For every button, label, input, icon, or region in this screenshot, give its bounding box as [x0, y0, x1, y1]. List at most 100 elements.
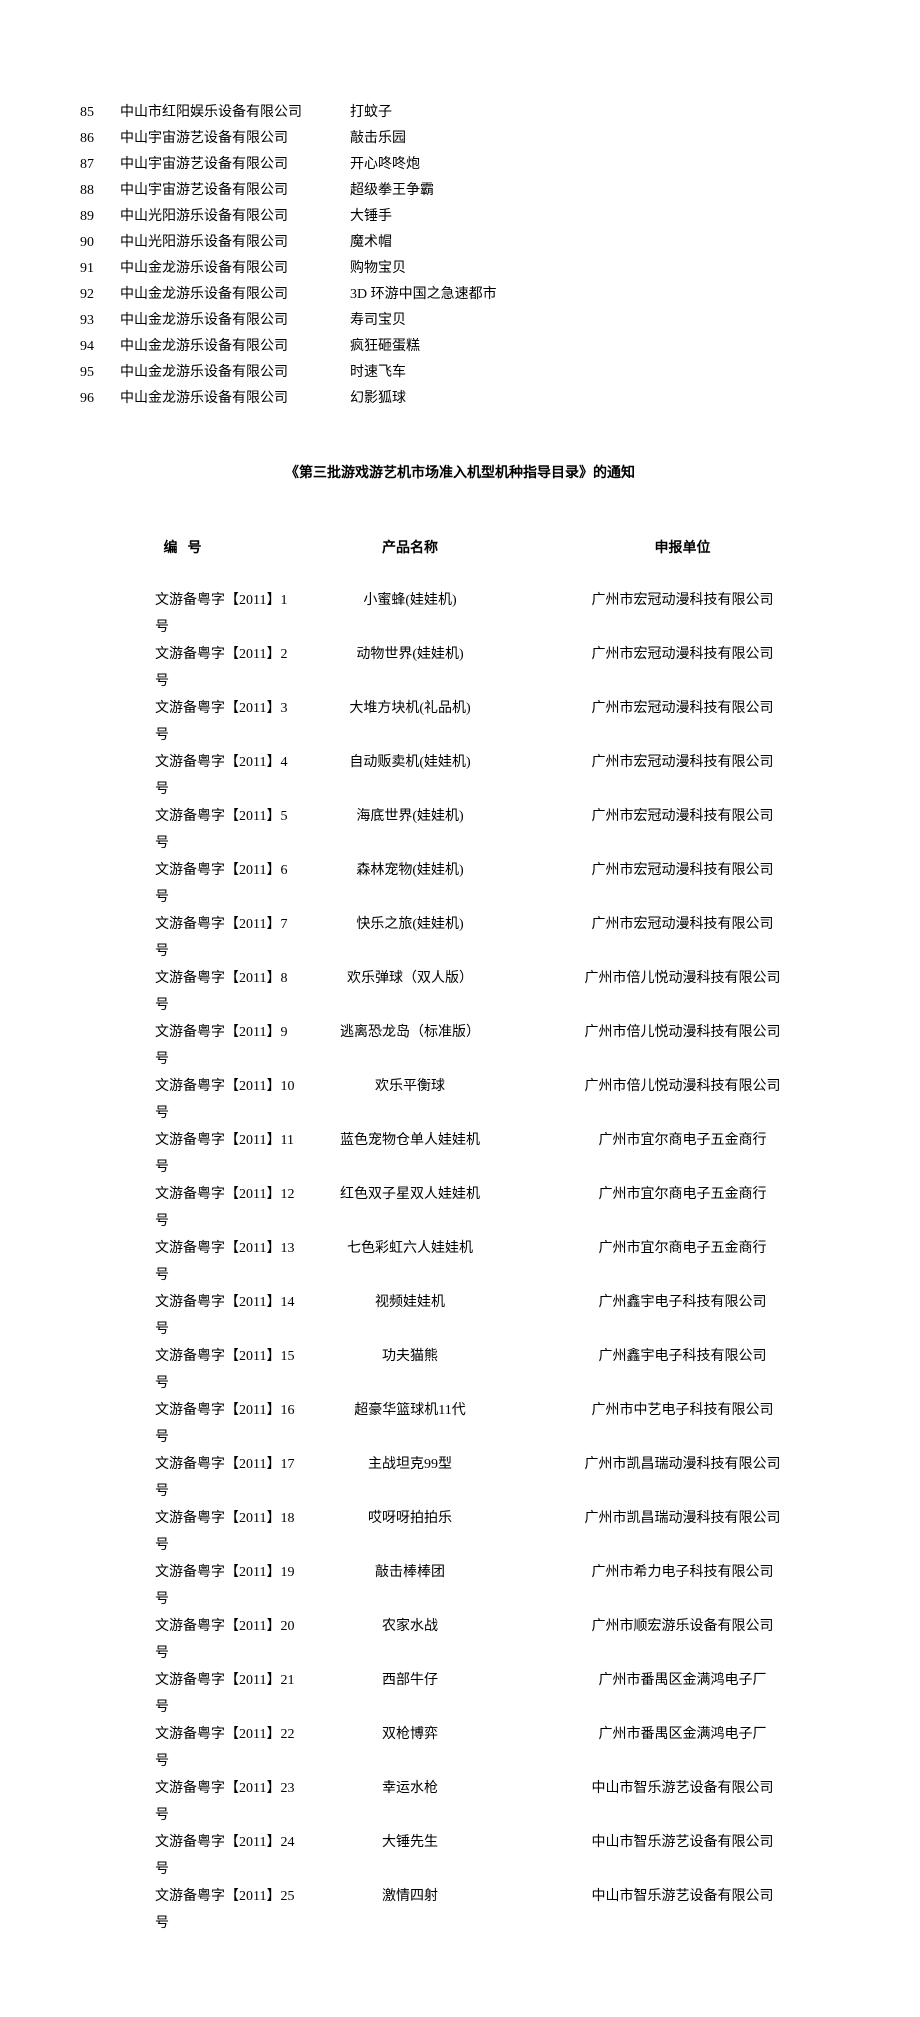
table-row: 文游备粤字【2011】14号视频娃娃机广州鑫宇电子科技有限公司: [80, 1289, 840, 1343]
table-row: 文游备粤字【2011】4号自动贩卖机(娃娃机)广州市宏冠动漫科技有限公司: [80, 749, 840, 803]
company-name: 中山金龙游乐设备有限公司: [120, 360, 345, 386]
product-name: 主战坦克99型: [295, 1451, 525, 1505]
applicant-unit: 广州市宏冠动漫科技有限公司: [525, 749, 840, 803]
row-number: 88: [80, 178, 120, 204]
record-code: 文游备粤字【2011】23号: [80, 1775, 295, 1829]
company-name: 中山金龙游乐设备有限公司: [120, 256, 345, 282]
product-name: 幸运水枪: [295, 1775, 525, 1829]
product-name: 欢乐平衡球: [295, 1073, 525, 1127]
row-number: 92: [80, 282, 120, 308]
product-name: 视频娃娃机: [295, 1289, 525, 1343]
applicant-unit: 广州市倍儿悦动漫科技有限公司: [525, 965, 840, 1019]
row-number: 89: [80, 204, 120, 230]
applicant-unit: 广州鑫宇电子科技有限公司: [525, 1289, 840, 1343]
product-name: 购物宝贝: [345, 256, 840, 282]
table-row: 文游备粤字【2011】25号激情四射中山市智乐游艺设备有限公司: [80, 1883, 840, 1937]
record-code: 文游备粤字【2011】24号: [80, 1829, 295, 1883]
product-name: 动物世界(娃娃机): [295, 641, 525, 695]
company-name: 中山金龙游乐设备有限公司: [120, 308, 345, 334]
applicant-unit: 广州市宏冠动漫科技有限公司: [525, 911, 840, 965]
table-row: 文游备粤字【2011】16号超豪华篮球机11代广州市中艺电子科技有限公司: [80, 1397, 840, 1451]
table-row: 90中山光阳游乐设备有限公司魔术帽: [80, 230, 840, 256]
product-name: 欢乐弹球（双人版）: [295, 965, 525, 1019]
applicant-unit: 广州市宏冠动漫科技有限公司: [525, 587, 840, 641]
table-row: 文游备粤字【2011】18号哎呀呀拍拍乐广州市凯昌瑞动漫科技有限公司: [80, 1505, 840, 1559]
row-number: 94: [80, 334, 120, 360]
table-row: 文游备粤字【2011】24号大锤先生中山市智乐游艺设备有限公司: [80, 1829, 840, 1883]
table-row: 文游备粤字【2011】13号七色彩虹六人娃娃机广州市宜尔商电子五金商行: [80, 1235, 840, 1289]
product-name: 大锤先生: [295, 1829, 525, 1883]
table-row: 文游备粤字【2011】5号海底世界(娃娃机)广州市宏冠动漫科技有限公司: [80, 803, 840, 857]
company-name: 中山金龙游乐设备有限公司: [120, 386, 345, 412]
record-code: 文游备粤字【2011】1号: [80, 587, 295, 641]
record-code: 文游备粤字【2011】5号: [80, 803, 295, 857]
product-name: 超级拳王争霸: [345, 178, 840, 204]
table-row: 文游备粤字【2011】19号敲击棒棒团广州市希力电子科技有限公司: [80, 1559, 840, 1613]
product-name: 敲击棒棒团: [295, 1559, 525, 1613]
table-row: 文游备粤字【2011】10号欢乐平衡球广州市倍儿悦动漫科技有限公司: [80, 1073, 840, 1127]
applicant-unit: 广州鑫宇电子科技有限公司: [525, 1343, 840, 1397]
header-unit: 申报单位: [525, 537, 840, 557]
table-row: 88中山宇宙游艺设备有限公司超级拳王争霸: [80, 178, 840, 204]
company-name: 中山金龙游乐设备有限公司: [120, 334, 345, 360]
row-number: 95: [80, 360, 120, 386]
product-name: 开心咚咚炮: [345, 152, 840, 178]
record-code: 文游备粤字【2011】13号: [80, 1235, 295, 1289]
product-name: 农家水战: [295, 1613, 525, 1667]
record-code: 文游备粤字【2011】9号: [80, 1019, 295, 1073]
record-code: 文游备粤字【2011】22号: [80, 1721, 295, 1775]
product-name: 双枪博弈: [295, 1721, 525, 1775]
product-name: 哎呀呀拍拍乐: [295, 1505, 525, 1559]
table-row: 96中山金龙游乐设备有限公司幻影狐球: [80, 386, 840, 412]
product-name: 西部牛仔: [295, 1667, 525, 1721]
record-code: 文游备粤字【2011】16号: [80, 1397, 295, 1451]
table-row: 文游备粤字【2011】3号大堆方块机(礼品机)广州市宏冠动漫科技有限公司: [80, 695, 840, 749]
product-name: 小蜜蜂(娃娃机): [295, 587, 525, 641]
record-code: 文游备粤字【2011】19号: [80, 1559, 295, 1613]
product-name: 逃离恐龙岛（标准版）: [295, 1019, 525, 1073]
applicant-unit: 广州市番禺区金满鸿电子厂: [525, 1667, 840, 1721]
table-row: 文游备粤字【2011】11号蓝色宠物仓单人娃娃机广州市宜尔商电子五金商行: [80, 1127, 840, 1181]
applicant-unit: 广州市宜尔商电子五金商行: [525, 1127, 840, 1181]
table-row: 86中山宇宙游艺设备有限公司敲击乐园: [80, 126, 840, 152]
table-row: 文游备粤字【2011】23号幸运水枪中山市智乐游艺设备有限公司: [80, 1775, 840, 1829]
record-code: 文游备粤字【2011】2号: [80, 641, 295, 695]
product-name: 幻影狐球: [345, 386, 840, 412]
record-code: 文游备粤字【2011】20号: [80, 1613, 295, 1667]
company-name: 中山光阳游乐设备有限公司: [120, 230, 345, 256]
table-row: 92中山金龙游乐设备有限公司3D 环游中国之急速都市: [80, 282, 840, 308]
applicant-unit: 广州市中艺电子科技有限公司: [525, 1397, 840, 1451]
product-name: 魔术帽: [345, 230, 840, 256]
product-name: 大堆方块机(礼品机): [295, 695, 525, 749]
company-name: 中山市红阳娱乐设备有限公司: [120, 100, 345, 126]
table-row: 87中山宇宙游艺设备有限公司开心咚咚炮: [80, 152, 840, 178]
row-number: 91: [80, 256, 120, 282]
table-row: 文游备粤字【2011】21号西部牛仔广州市番禺区金满鸿电子厂: [80, 1667, 840, 1721]
table-row: 93中山金龙游乐设备有限公司寿司宝贝: [80, 308, 840, 334]
table-row: 文游备粤字【2011】9号逃离恐龙岛（标准版）广州市倍儿悦动漫科技有限公司: [80, 1019, 840, 1073]
table-row: 文游备粤字【2011】12号红色双子星双人娃娃机广州市宜尔商电子五金商行: [80, 1181, 840, 1235]
product-name: 蓝色宠物仓单人娃娃机: [295, 1127, 525, 1181]
row-number: 93: [80, 308, 120, 334]
applicant-unit: 广州市希力电子科技有限公司: [525, 1559, 840, 1613]
record-code: 文游备粤字【2011】17号: [80, 1451, 295, 1505]
table-row: 文游备粤字【2011】1号小蜜蜂(娃娃机)广州市宏冠动漫科技有限公司: [80, 587, 840, 641]
product-name: 海底世界(娃娃机): [295, 803, 525, 857]
applicant-unit: 广州市宏冠动漫科技有限公司: [525, 641, 840, 695]
table-row: 文游备粤字【2011】22号双枪博弈广州市番禺区金满鸿电子厂: [80, 1721, 840, 1775]
header-name: 产品名称: [295, 537, 525, 557]
table-row: 文游备粤字【2011】7号快乐之旅(娃娃机)广州市宏冠动漫科技有限公司: [80, 911, 840, 965]
applicant-unit: 广州市宏冠动漫科技有限公司: [525, 695, 840, 749]
product-name: 寿司宝贝: [345, 308, 840, 334]
applicant-unit: 广州市倍儿悦动漫科技有限公司: [525, 1073, 840, 1127]
row-number: 86: [80, 126, 120, 152]
record-code: 文游备粤字【2011】6号: [80, 857, 295, 911]
applicant-unit: 广州市番禺区金满鸿电子厂: [525, 1721, 840, 1775]
record-code: 文游备粤字【2011】15号: [80, 1343, 295, 1397]
applicant-unit: 广州市宏冠动漫科技有限公司: [525, 803, 840, 857]
row-number: 87: [80, 152, 120, 178]
header-code: 编号: [80, 537, 295, 557]
record-code: 文游备粤字【2011】14号: [80, 1289, 295, 1343]
product-name: 快乐之旅(娃娃机): [295, 911, 525, 965]
applicant-unit: 广州市凯昌瑞动漫科技有限公司: [525, 1505, 840, 1559]
